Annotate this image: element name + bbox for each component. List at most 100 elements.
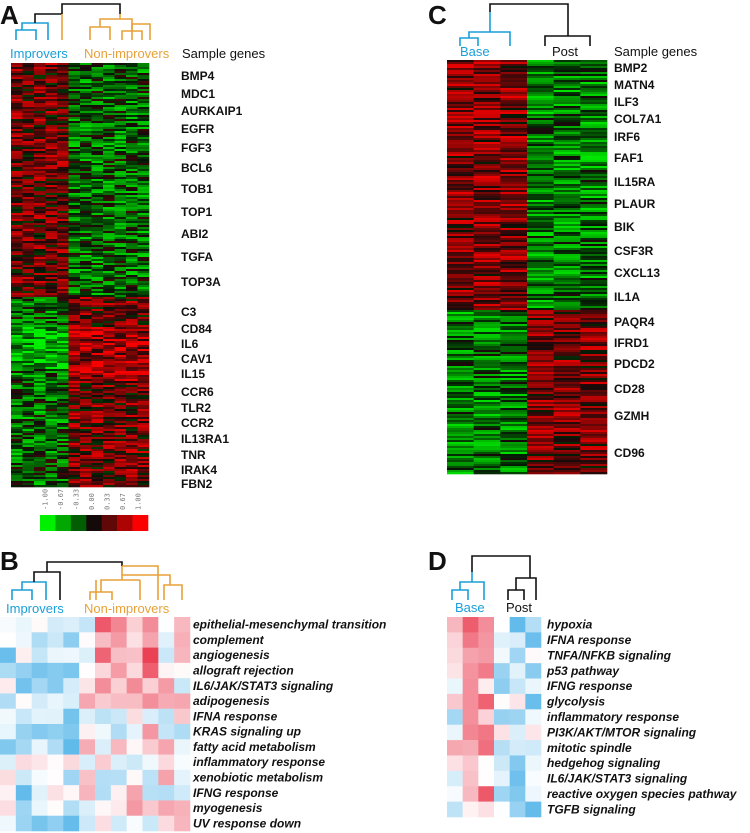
heatmap-cell (57, 405, 69, 408)
heatmap-cell (57, 153, 69, 156)
heatmap-cell (34, 437, 46, 440)
heatmap-cell (114, 139, 127, 142)
pathway-label: TNFA/NFKB signaling (547, 649, 672, 663)
heatmap-cell (473, 300, 501, 303)
heatmap-cell (527, 284, 554, 287)
heatmap-cell (447, 464, 474, 467)
heatmap-cell (103, 191, 115, 194)
heatmap-cell (22, 225, 35, 228)
heatmap-cell (553, 220, 581, 223)
heatmap-cell (447, 693, 463, 710)
heatmap-cell (91, 137, 104, 140)
heatmap-cell (103, 417, 115, 420)
heatmap-cell (45, 263, 58, 266)
heatmap-cell (57, 413, 69, 416)
heatmap-cell (80, 179, 92, 182)
heatmap-cell (11, 263, 23, 266)
heatmap-cell (103, 141, 115, 144)
heatmap-cell (553, 420, 581, 423)
heatmap-cell (34, 433, 46, 436)
heatmap-cell (137, 105, 150, 108)
heatmap-cell (11, 457, 23, 460)
heatmap-cell (580, 194, 608, 197)
heatmap-cell (114, 75, 127, 78)
heatmap-cell (500, 190, 528, 193)
heatmap-cell (580, 420, 608, 423)
heatmap-cell (142, 708, 159, 725)
heatmap-cell (447, 208, 474, 211)
heatmap-cell (34, 321, 46, 324)
heatmap-cell (80, 159, 92, 162)
heatmap-cell (580, 294, 608, 297)
heatmap-cell (80, 441, 92, 444)
heatmap-cell (91, 313, 104, 316)
pathway-label: TGFB signaling (547, 802, 636, 816)
heatmap-cell (473, 62, 501, 65)
heatmap-cell (45, 213, 58, 216)
heatmap-cell (580, 68, 608, 71)
heatmap-cell (553, 168, 581, 171)
heatmap-cell (91, 395, 104, 398)
heatmap-cell (103, 301, 115, 304)
heatmap-cell (68, 81, 81, 84)
heatmap-cell (500, 406, 528, 409)
heatmap-cell (447, 372, 474, 375)
heatmap-cell (500, 334, 528, 337)
heatmap-cell (527, 468, 554, 471)
heatmap-cell (137, 267, 150, 270)
heatmap-cell (553, 252, 581, 255)
heatmap-cell (68, 389, 81, 392)
heatmap-cell (103, 435, 115, 438)
heatmap-cell (553, 356, 581, 359)
heatmap-cell (114, 137, 127, 140)
heatmap-cell (22, 397, 35, 400)
heatmap-cell (447, 242, 474, 245)
heatmap-cell (447, 186, 474, 189)
heatmap-cell (580, 342, 608, 345)
heatmap-cell (45, 345, 58, 348)
heatmap-cell (80, 457, 92, 460)
heatmap-cell (34, 479, 46, 482)
heatmap-cell (103, 175, 115, 178)
heatmap-cell (91, 149, 104, 152)
heatmap-cell (57, 211, 69, 214)
heatmap-cell (500, 136, 528, 139)
heatmap-cell (527, 110, 554, 113)
heatmap-cell (126, 131, 138, 134)
heatmap-cell (80, 79, 92, 82)
heatmap-cell (580, 214, 608, 217)
heatmap-cell (509, 755, 526, 772)
heatmap-cell (11, 467, 23, 470)
heatmap-cell (103, 251, 115, 254)
heatmap-cell (63, 815, 80, 832)
heatmap-cell (553, 126, 581, 129)
heatmap-cell (527, 272, 554, 275)
heatmap-cell (91, 397, 104, 400)
heatmap-cell (45, 313, 58, 316)
heatmap-cell (34, 147, 46, 150)
heatmap-cell (126, 211, 138, 214)
heatmap-cell (103, 91, 115, 94)
heatmap-cell (34, 109, 46, 112)
heatmap-cell (80, 373, 92, 376)
heatmap-cell (494, 740, 510, 756)
heatmap-cell (473, 102, 501, 105)
heatmap-cell (137, 455, 150, 458)
heatmap-cell (580, 264, 608, 267)
heatmap-cell (34, 101, 46, 104)
heatmap-cell (15, 708, 32, 725)
heatmap-cell (553, 336, 581, 339)
heatmap-cell (447, 392, 474, 395)
heatmap-cell (527, 128, 554, 131)
heatmap-cell (114, 205, 127, 208)
heatmap-cell (79, 724, 96, 740)
heatmap-cell (114, 115, 127, 118)
heatmap-cell (68, 339, 81, 342)
heatmap-cell (11, 241, 23, 244)
heatmap-cell (527, 278, 554, 281)
heatmap-cell (34, 191, 46, 194)
heatmap-cell (527, 176, 554, 179)
heatmap-cell (527, 464, 554, 467)
heatmap-cell (103, 421, 115, 424)
heatmap-cell (57, 93, 69, 96)
